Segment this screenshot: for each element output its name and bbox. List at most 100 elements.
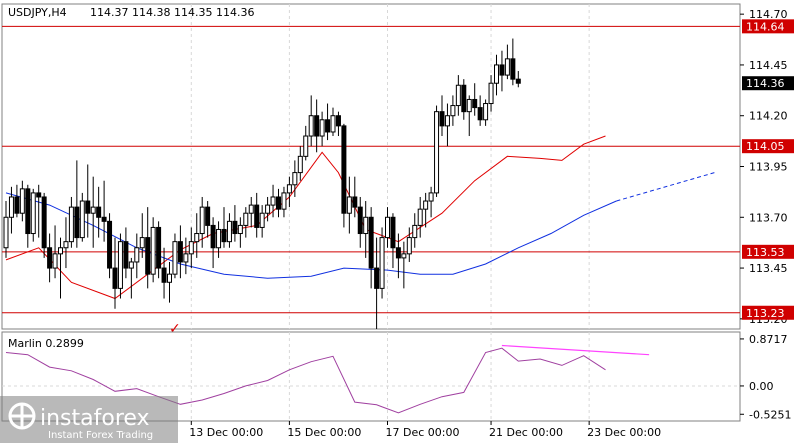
- candle-body: [237, 224, 243, 235]
- candle-body: [3, 216, 9, 249]
- candle-body: [226, 220, 232, 243]
- candle-body: [14, 196, 20, 214]
- candle: [63, 217, 69, 269]
- candle-body: [314, 115, 320, 137]
- candle: [401, 241, 407, 289]
- candle: [444, 103, 450, 147]
- level-tag: [742, 244, 794, 259]
- candle: [188, 227, 194, 269]
- candle: [205, 201, 211, 238]
- candle-body: [216, 228, 222, 249]
- candle-body: [461, 84, 467, 113]
- candle: [183, 237, 189, 275]
- candle-body: [254, 204, 260, 228]
- candle-body: [346, 196, 352, 214]
- candle: [14, 184, 20, 218]
- candle: [499, 50, 505, 92]
- candle-body: [357, 206, 363, 235]
- level-tag-label: 114.05: [746, 140, 785, 153]
- candle: [19, 180, 25, 222]
- candle-body: [25, 188, 31, 235]
- candle-body: [139, 237, 145, 249]
- candle: [276, 188, 281, 218]
- price-pane: ✓ USDJPY,H4 114.37 114.38 114.35 114.36: [1, 3, 741, 337]
- candle: [128, 257, 134, 299]
- candle-body: [385, 216, 390, 239]
- candle: [123, 227, 129, 279]
- candle: [145, 207, 151, 289]
- indicator-label: Marlin 0.2899: [8, 337, 84, 350]
- candle: [406, 227, 412, 262]
- candle: [270, 184, 276, 218]
- candle: [423, 192, 429, 228]
- candle-body: [292, 172, 298, 186]
- candle: [466, 95, 472, 137]
- candle-body: [156, 226, 162, 269]
- candle-body: [150, 226, 156, 275]
- candle-body: [36, 192, 42, 198]
- candle-body: [510, 58, 516, 80]
- candle-body: [172, 241, 178, 275]
- candle: [8, 186, 14, 234]
- candle-body: [434, 111, 440, 194]
- candle-body: [450, 105, 456, 117]
- candle: [117, 233, 123, 299]
- candle: [335, 111, 341, 137]
- candle-body: [395, 247, 401, 259]
- candle: [385, 207, 390, 248]
- watermark-brand: instaforex: [40, 406, 150, 431]
- candle-body: [188, 241, 194, 255]
- candle-body: [96, 206, 102, 218]
- candle: [68, 196, 74, 248]
- candle-body: [19, 188, 25, 214]
- candle: [243, 207, 249, 238]
- candle-body: [406, 237, 412, 255]
- candle: [150, 217, 156, 283]
- candle: [412, 213, 418, 248]
- price-grid: [190, 4, 590, 329]
- candle-body: [515, 78, 521, 84]
- candle-body: [177, 241, 183, 263]
- candle: [96, 186, 102, 238]
- candle-body: [379, 237, 385, 289]
- candle-body: [134, 247, 140, 263]
- candle-body: [79, 200, 85, 239]
- candle-body: [90, 206, 96, 214]
- watermark-backdrop: [0, 396, 178, 443]
- candle: [455, 75, 461, 116]
- candle: [439, 95, 445, 137]
- candle-body: [417, 208, 423, 226]
- candle: [161, 247, 167, 299]
- candle: [488, 75, 494, 112]
- candle-body: [128, 261, 134, 269]
- candle-body: [30, 192, 36, 235]
- candle: [450, 95, 456, 126]
- candle: [265, 196, 271, 222]
- candle-body: [52, 253, 58, 269]
- candle-body: [117, 241, 123, 289]
- candle-body: [47, 247, 53, 269]
- candle-body: [161, 267, 167, 283]
- candle-body: [499, 64, 505, 76]
- candle: [3, 201, 9, 258]
- time-tick-label: 17 Dec 00:00: [386, 426, 460, 439]
- candle: [494, 54, 499, 96]
- candle: [156, 221, 162, 279]
- candle: [248, 196, 254, 228]
- candle: [510, 38, 516, 86]
- candle: [428, 186, 434, 218]
- price-tick-label: 114.20: [749, 110, 788, 123]
- price-tick-label: 114.70: [749, 8, 788, 21]
- candle-body: [232, 220, 238, 235]
- candle: [177, 225, 183, 279]
- level-tag: [742, 19, 794, 34]
- candle: [395, 233, 401, 279]
- candle: [319, 111, 325, 147]
- level-tag-label: 113.53: [746, 246, 785, 259]
- candle: [472, 83, 478, 116]
- moving-average-line: [5, 192, 617, 279]
- candle-body: [303, 135, 309, 157]
- candle: [25, 184, 31, 248]
- candle-body: [466, 98, 472, 113]
